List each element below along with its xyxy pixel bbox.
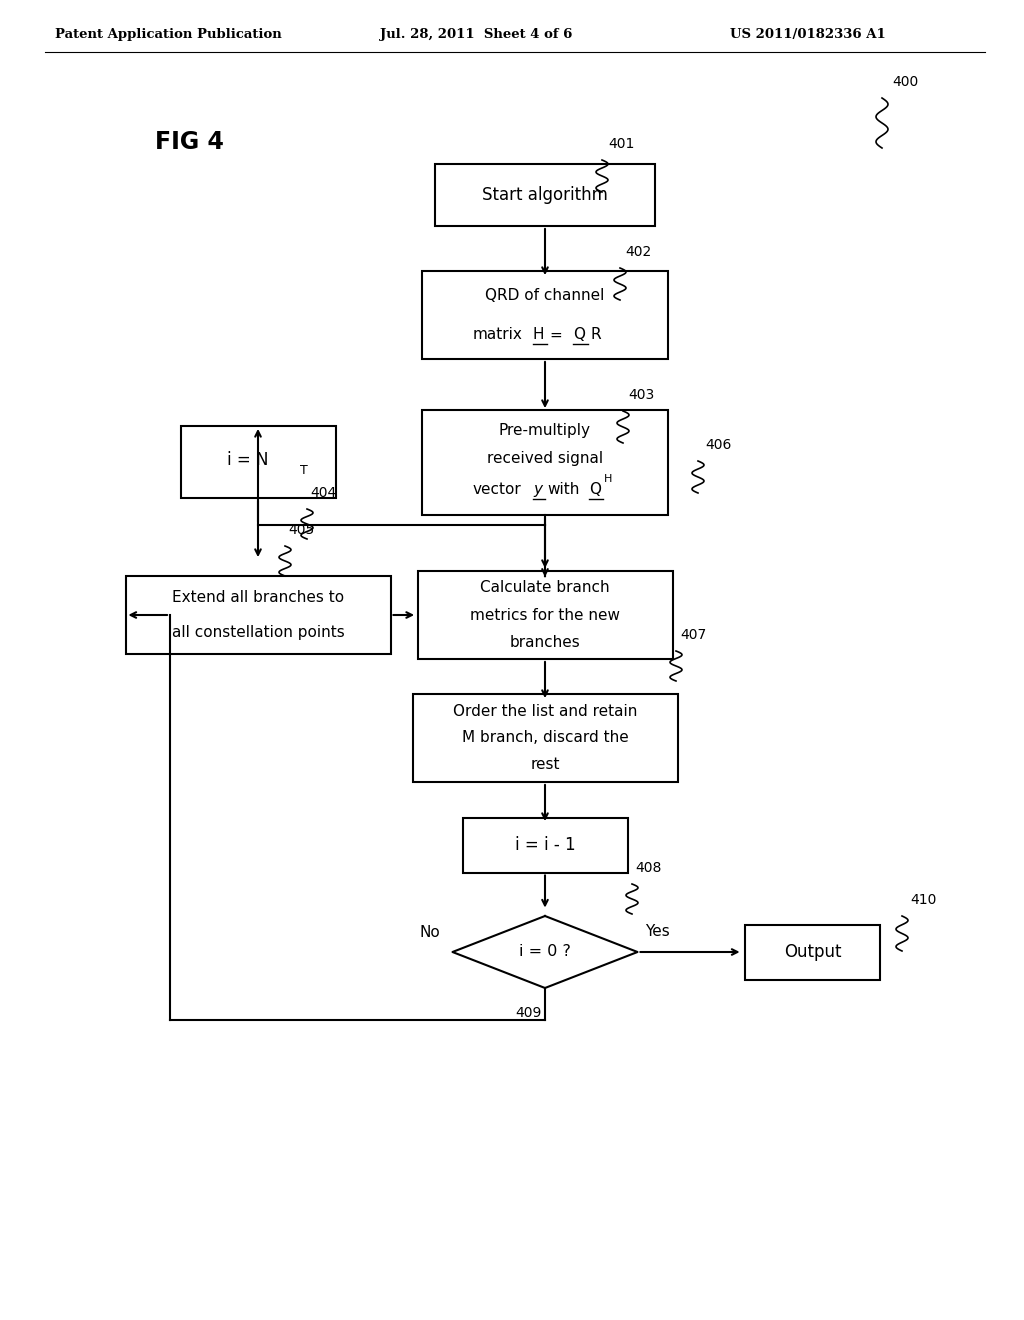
Text: 400: 400 bbox=[892, 75, 919, 88]
Text: H: H bbox=[534, 327, 545, 342]
Text: 404: 404 bbox=[310, 486, 336, 500]
Text: metrics for the new: metrics for the new bbox=[470, 607, 620, 623]
FancyBboxPatch shape bbox=[423, 409, 668, 515]
Text: Jul. 28, 2011  Sheet 4 of 6: Jul. 28, 2011 Sheet 4 of 6 bbox=[380, 28, 572, 41]
Text: Patent Application Publication: Patent Application Publication bbox=[55, 28, 282, 41]
FancyBboxPatch shape bbox=[180, 426, 336, 498]
FancyBboxPatch shape bbox=[413, 694, 678, 781]
Text: y: y bbox=[534, 483, 542, 498]
Text: i = i - 1: i = i - 1 bbox=[515, 836, 575, 854]
Text: Yes: Yes bbox=[645, 924, 671, 939]
Text: with: with bbox=[547, 483, 580, 498]
FancyBboxPatch shape bbox=[745, 924, 880, 979]
FancyBboxPatch shape bbox=[435, 164, 655, 226]
Text: vector: vector bbox=[473, 483, 522, 498]
Text: T: T bbox=[300, 463, 308, 477]
FancyBboxPatch shape bbox=[423, 271, 668, 359]
Text: Pre-multiply: Pre-multiply bbox=[499, 422, 591, 437]
FancyBboxPatch shape bbox=[126, 576, 390, 653]
FancyBboxPatch shape bbox=[418, 572, 673, 659]
Text: Extend all branches to: Extend all branches to bbox=[172, 590, 344, 606]
Text: 406: 406 bbox=[705, 438, 731, 451]
Text: US 2011/0182336 A1: US 2011/0182336 A1 bbox=[730, 28, 886, 41]
Text: No: No bbox=[420, 925, 440, 940]
Text: FIG 4: FIG 4 bbox=[155, 129, 224, 154]
Text: H: H bbox=[604, 474, 612, 484]
Text: QRD of channel: QRD of channel bbox=[485, 288, 605, 302]
Text: 403: 403 bbox=[628, 388, 654, 403]
Text: rest: rest bbox=[530, 758, 560, 772]
Text: received signal: received signal bbox=[487, 450, 603, 466]
Text: 410: 410 bbox=[910, 894, 936, 907]
Text: Q: Q bbox=[589, 483, 601, 498]
Text: matrix: matrix bbox=[473, 327, 523, 342]
Text: Calculate branch: Calculate branch bbox=[480, 581, 610, 595]
Text: 401: 401 bbox=[608, 137, 635, 150]
Text: Start algorithm: Start algorithm bbox=[482, 186, 608, 205]
Text: i = N: i = N bbox=[227, 451, 268, 469]
Text: R: R bbox=[591, 327, 602, 342]
Text: M branch, discard the: M branch, discard the bbox=[462, 730, 629, 746]
Text: 405: 405 bbox=[288, 523, 314, 537]
Text: branches: branches bbox=[510, 635, 581, 649]
FancyBboxPatch shape bbox=[463, 817, 628, 873]
Text: =: = bbox=[549, 327, 562, 342]
Text: all constellation points: all constellation points bbox=[172, 624, 344, 639]
Text: i = 0 ?: i = 0 ? bbox=[519, 945, 571, 960]
Text: 408: 408 bbox=[635, 861, 662, 875]
Text: 402: 402 bbox=[625, 246, 651, 259]
Text: 409: 409 bbox=[515, 1006, 542, 1020]
Text: 407: 407 bbox=[680, 628, 707, 642]
Text: Order the list and retain: Order the list and retain bbox=[453, 704, 637, 718]
Text: Q: Q bbox=[573, 327, 585, 342]
Text: Output: Output bbox=[783, 942, 842, 961]
